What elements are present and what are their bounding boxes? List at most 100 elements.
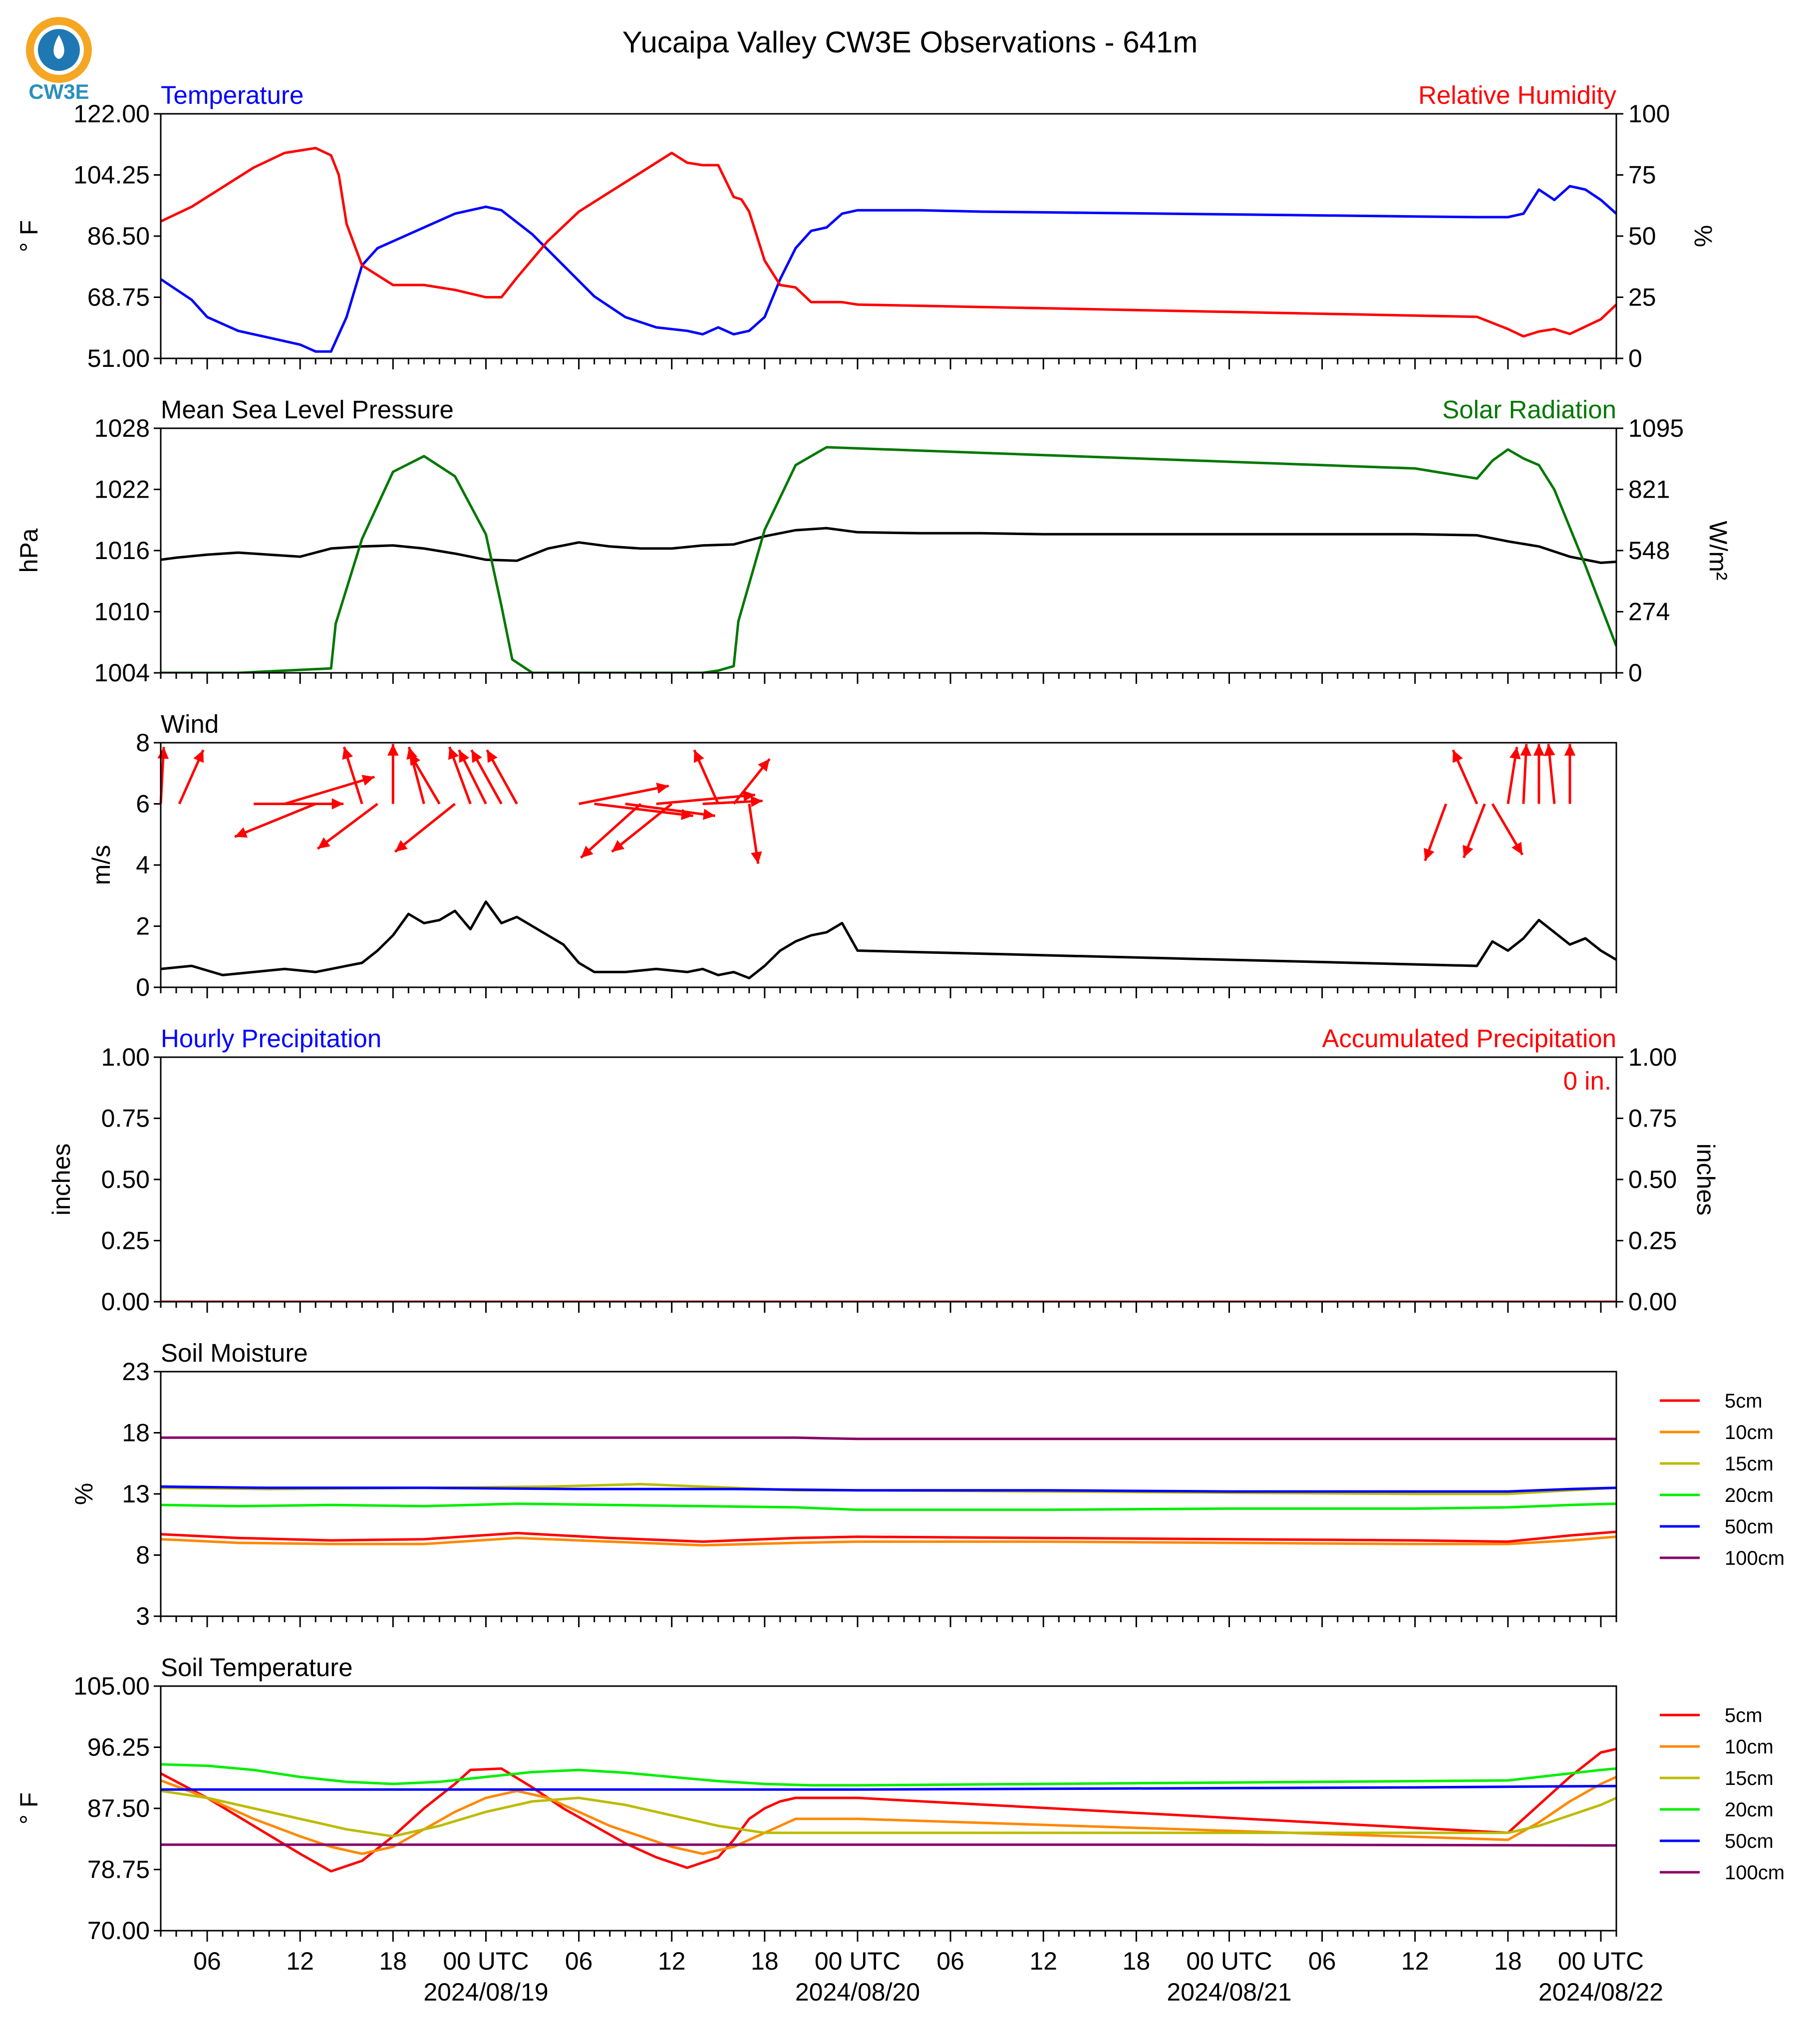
series-line-left [161, 527, 1616, 564]
wind-arrow-head [361, 775, 375, 786]
x-tick-label: 18 [379, 1947, 407, 1975]
x-date-label: 2024/08/19 [423, 1978, 548, 2006]
x-tick-label: 06 [193, 1947, 221, 1975]
wind-arrow [611, 803, 673, 853]
wind-arrow-head [448, 747, 459, 760]
legend-label: 15cm [1725, 1453, 1774, 1475]
y-right-tick-label: 0.25 [1628, 1227, 1677, 1255]
panel-title-left: Soil Temperature [161, 1653, 353, 1682]
panels: Temperature Relative Humidity51.0068.7586… [15, 81, 1785, 2006]
y-tick-label: 0.75 [101, 1105, 150, 1133]
y-right-tick-label: 274 [1628, 598, 1670, 626]
wind-arrow-head [1463, 845, 1474, 858]
y-axis-label: ° F [15, 220, 43, 252]
legend-label: 50cm [1725, 1516, 1774, 1538]
page-title: Yucaipa Valley CW3E Observations - 641m [622, 25, 1198, 59]
series-line-right [161, 446, 1616, 673]
y-axis-label-right: inches [1692, 1144, 1720, 1216]
logo-drop-icon [53, 35, 64, 59]
y-tick-label: 105.00 [73, 1672, 150, 1700]
x-tick-label: 00 UTC [1186, 1947, 1272, 1975]
wind-arrow-head [317, 837, 330, 849]
plot-frame [160, 1371, 1617, 1617]
wind-arrow [316, 803, 378, 850]
x-date-label: 2024/08/20 [795, 1978, 920, 2006]
y-tick-label: 1.00 [101, 1043, 150, 1071]
y-tick-label: 1010 [94, 598, 150, 626]
series-line-5cm [161, 1530, 1616, 1543]
y-right-tick-label: 0.75 [1628, 1105, 1677, 1133]
x-tick-label: 00 UTC [815, 1947, 901, 1975]
wind-arrow-head [1520, 744, 1531, 756]
y-tick-label: 4 [136, 851, 150, 879]
legend-label: 20cm [1725, 1484, 1774, 1506]
y-axis-label: hPa [15, 528, 43, 573]
plot-frame [160, 113, 1617, 359]
plot-frame [160, 427, 1617, 674]
y-tick-label: 8 [136, 1541, 150, 1569]
wind-arrow [579, 785, 669, 805]
panel-6: Soil Temperature 70.00 78.75 87.50 96.25 105.… [15, 1653, 1785, 1945]
y-tick-label: 1004 [94, 659, 150, 687]
y-tick-label: 18 [122, 1419, 150, 1447]
wind-arrow-head [157, 747, 169, 759]
panel-title-right: Solar Radiation [1442, 395, 1616, 424]
panel-title-left: Temperature [161, 81, 303, 109]
y-tick-label: 3 [136, 1602, 150, 1630]
series-line-left [161, 185, 1616, 353]
wind-arrow [234, 803, 316, 838]
panel-3: Wind 0 2 4 6 8 m/s [87, 710, 1617, 1001]
wind-arrow-head [395, 840, 408, 852]
series-line-left [161, 900, 1616, 980]
wind-arrow [594, 803, 693, 817]
y-tick-label: 87.50 [87, 1794, 150, 1822]
logo-text: CW3E [28, 80, 89, 103]
y-tick-label: 1022 [94, 476, 150, 504]
x-tick-label: 18 [1123, 1947, 1151, 1975]
legend-label: 50cm [1725, 1830, 1774, 1852]
series-line-20cm [161, 1763, 1616, 1787]
wind-arrow-head [487, 750, 498, 763]
panel-title-right: Accumulated Precipitation [1322, 1024, 1616, 1053]
y-tick-label: 104.25 [73, 161, 150, 189]
plot-frame [160, 1685, 1617, 1932]
y-right-tick-label: 0 [1628, 659, 1642, 687]
panel-title-left: Hourly Precipitation [161, 1024, 381, 1053]
wind-arrow-head [1564, 744, 1576, 756]
wind-arrow-head [235, 827, 248, 838]
wind-arrow-head [750, 796, 763, 807]
y-tick-label: 1016 [94, 537, 150, 565]
y-right-tick-label: 548 [1628, 537, 1670, 565]
panel-2: Mean Sea Level Pressure Solar Radiation 10… [15, 395, 1732, 687]
wind-arrow-head [193, 750, 204, 763]
y-right-tick-label: 0 [1628, 344, 1642, 372]
legend: 5cm 10cm 15cm 20cm 50cm 100cm [1660, 1390, 1785, 1569]
y-right-tick-label: 821 [1628, 476, 1670, 504]
series-line-50cm [161, 1784, 1616, 1791]
wind-arrow-head [342, 747, 353, 760]
x-tick-label: 12 [1029, 1947, 1057, 1975]
y-tick-label: 6 [136, 790, 150, 818]
wind-arrow-head [1510, 747, 1521, 760]
y-tick-label: 0.00 [101, 1288, 150, 1316]
wind-arrow-head [331, 798, 344, 810]
legend-label: 5cm [1725, 1390, 1763, 1412]
y-right-tick-label: 50 [1628, 222, 1656, 250]
wind-arrow-head [1452, 750, 1463, 763]
wind-arrow-head [611, 840, 625, 852]
y-right-tick-label: 0.00 [1628, 1288, 1677, 1316]
x-date-label: 2024/08/22 [1538, 1978, 1663, 2006]
x-tick-label: 18 [751, 1947, 779, 1975]
wind-arrow-head [471, 750, 482, 763]
y-tick-label: 68.75 [87, 284, 150, 311]
wind-arrow-head [693, 750, 704, 763]
panel-title-left: Mean Sea Level Pressure [161, 395, 454, 424]
y-axis-label: m/s [87, 845, 115, 885]
x-tick-label: 18 [1494, 1947, 1522, 1975]
accumulated-precip-annotation: 0 in. [1563, 1067, 1611, 1095]
x-axis-labels: 06 12 18 00 UTC 2024/08/19 06 12 18 00 UTC 2024/0… [193, 1947, 1663, 2006]
logo: CW3E [26, 17, 92, 103]
x-tick-label: 12 [286, 1947, 314, 1975]
wind-arrow-head [743, 790, 755, 802]
